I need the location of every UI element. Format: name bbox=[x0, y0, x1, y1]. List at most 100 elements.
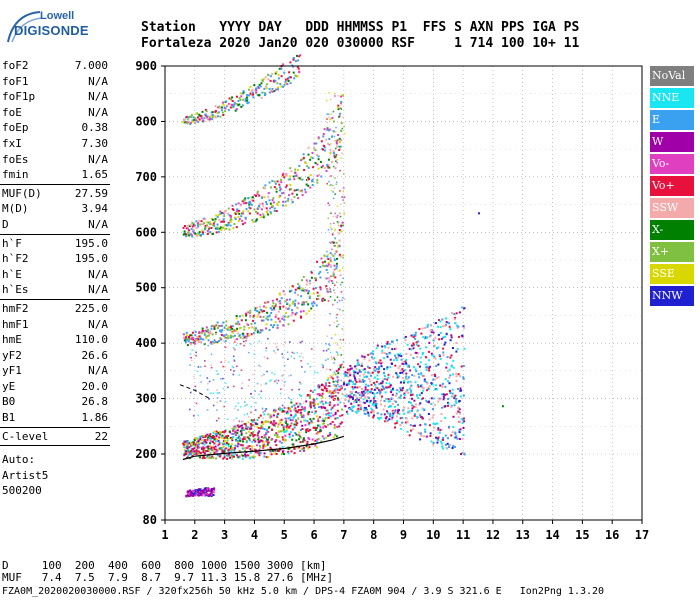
echo-dot bbox=[336, 403, 339, 406]
echo-dot bbox=[296, 65, 299, 68]
echo-dot bbox=[321, 417, 324, 420]
echo-dot bbox=[259, 305, 262, 308]
echo-dot bbox=[302, 275, 305, 278]
echo-dot bbox=[233, 349, 236, 351]
echo-dot bbox=[245, 96, 248, 99]
echo-dot bbox=[395, 415, 398, 418]
echo-dot bbox=[311, 401, 313, 403]
echo-dot bbox=[368, 367, 371, 369]
echo-dot bbox=[388, 418, 391, 421]
echo-dot bbox=[408, 410, 411, 413]
echo-dot bbox=[271, 371, 273, 374]
echo-dot bbox=[293, 77, 296, 80]
echo-dot bbox=[435, 322, 437, 325]
echo-dot bbox=[255, 219, 258, 222]
echo-dot bbox=[250, 425, 253, 428]
echo-dot bbox=[367, 414, 370, 417]
echo-dot bbox=[251, 440, 254, 443]
echo-dot bbox=[241, 424, 244, 427]
echo-dot bbox=[328, 395, 331, 397]
echo-dot bbox=[194, 445, 197, 448]
param-row: foEp 0.38 bbox=[0, 120, 110, 136]
echo-dot bbox=[231, 327, 234, 330]
echo-dot bbox=[262, 417, 265, 419]
echo-dot bbox=[327, 291, 329, 294]
echo-dot bbox=[216, 392, 219, 394]
echo-dot bbox=[203, 439, 206, 441]
echo-dot bbox=[208, 489, 211, 492]
echo-dot bbox=[294, 299, 297, 302]
echo-dot bbox=[351, 405, 354, 408]
echo-dot bbox=[412, 343, 415, 346]
echo-dot bbox=[259, 446, 262, 449]
echo-dot bbox=[362, 398, 365, 401]
echo-dot bbox=[349, 390, 352, 393]
echo-dot bbox=[332, 152, 335, 154]
echo-dot bbox=[445, 366, 448, 369]
echo-dot bbox=[310, 276, 313, 279]
echo-dot bbox=[273, 373, 276, 376]
echo-dot bbox=[372, 399, 375, 402]
echo-dot bbox=[300, 414, 303, 416]
auto-artist: Artist5 bbox=[2, 468, 49, 482]
echo-dot bbox=[432, 378, 435, 381]
echo-dot bbox=[289, 431, 292, 434]
echo-dot bbox=[414, 368, 417, 371]
echo-dot bbox=[189, 232, 192, 235]
echo-dot bbox=[284, 300, 287, 303]
echo-dot bbox=[386, 355, 389, 358]
echo-dot bbox=[433, 344, 436, 347]
echo-dot bbox=[352, 373, 355, 376]
echo-dot bbox=[339, 212, 341, 215]
echo-dot bbox=[328, 348, 330, 350]
echo-dot bbox=[427, 365, 429, 368]
echo-dot bbox=[271, 72, 274, 75]
echo-dot bbox=[339, 347, 341, 349]
echo-dot bbox=[318, 416, 321, 419]
echo-dot bbox=[243, 423, 246, 425]
echo-dot bbox=[231, 427, 234, 430]
echo-dot bbox=[211, 488, 213, 491]
echo-dot bbox=[362, 390, 365, 393]
echo-dot bbox=[448, 425, 451, 428]
legend-item: X+ bbox=[650, 242, 694, 262]
echo-dot bbox=[227, 386, 229, 389]
echo-dot bbox=[373, 368, 375, 370]
echo-dot bbox=[223, 431, 226, 434]
echo-dot bbox=[450, 434, 453, 437]
echo-dot bbox=[427, 401, 430, 404]
echo-dot bbox=[186, 447, 189, 450]
echo-dot bbox=[295, 439, 298, 442]
echo-dot bbox=[399, 352, 402, 355]
echo-dot bbox=[230, 437, 233, 440]
echo-dot bbox=[368, 359, 371, 362]
echo-dot bbox=[242, 454, 244, 457]
echo-dot bbox=[185, 450, 188, 453]
param-label: hmF2 bbox=[2, 301, 29, 315]
echo-dot bbox=[228, 97, 231, 100]
echo-dot bbox=[295, 193, 298, 196]
echo-dot bbox=[327, 377, 330, 380]
echo-dot bbox=[409, 424, 412, 427]
echo-dot bbox=[210, 392, 212, 394]
echo-dot bbox=[200, 233, 203, 236]
echo-dot bbox=[321, 261, 324, 264]
echo-dot bbox=[439, 320, 442, 323]
echo-dot bbox=[186, 122, 189, 125]
echo-dot bbox=[333, 153, 336, 155]
echo-dot bbox=[258, 445, 261, 447]
echo-dot bbox=[319, 429, 322, 431]
echo-dot bbox=[355, 391, 358, 394]
echo-dot bbox=[367, 404, 370, 407]
echo-dot bbox=[343, 202, 346, 204]
echo-dot bbox=[380, 365, 383, 368]
echo-dot bbox=[248, 334, 251, 337]
echo-dot bbox=[234, 444, 237, 447]
param-label: foEp bbox=[2, 121, 29, 135]
echo-dot bbox=[299, 436, 302, 439]
echo-dot bbox=[236, 338, 239, 341]
echo-dot bbox=[230, 218, 232, 221]
echo-dot bbox=[256, 212, 259, 215]
echo-dot bbox=[298, 287, 301, 290]
echo-dot bbox=[265, 323, 268, 326]
